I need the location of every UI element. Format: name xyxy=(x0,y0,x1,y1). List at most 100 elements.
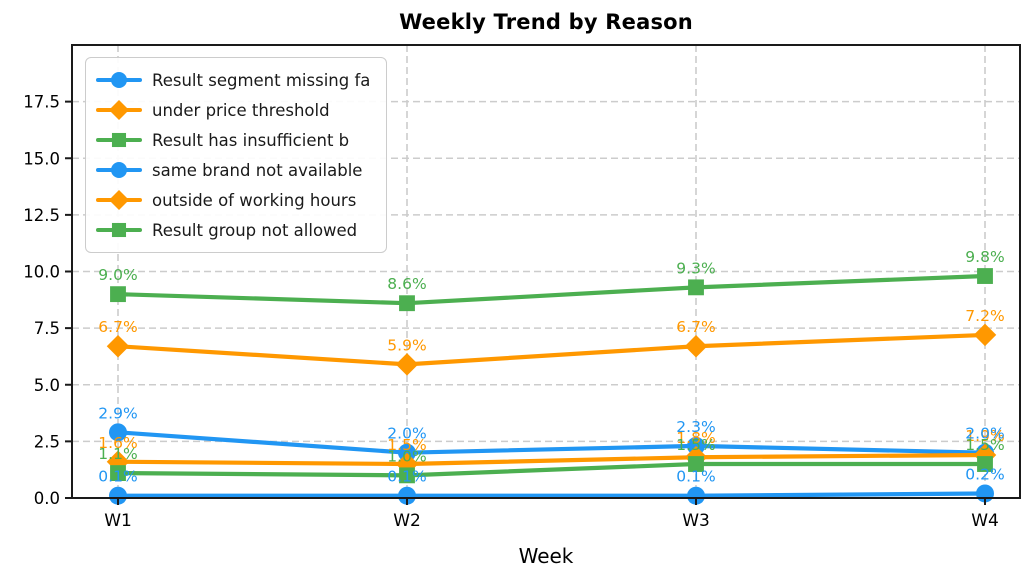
series-line xyxy=(106,323,997,376)
square-marker xyxy=(399,467,415,484)
square-marker xyxy=(977,268,993,284)
legend-key xyxy=(96,190,142,210)
point-label: 9.8% xyxy=(965,248,1004,266)
square-marker xyxy=(110,286,126,303)
point-label: 0.1% xyxy=(98,468,137,486)
point-label: 6.7% xyxy=(676,318,715,336)
x-tick-label: W3 xyxy=(682,511,710,531)
point-label: 9.0% xyxy=(98,266,137,284)
point-labels: 6.7% 5.9% 6.7% 7.2% xyxy=(98,307,1004,354)
series-path xyxy=(115,430,988,455)
point-label: 8.6% xyxy=(387,275,426,293)
point-label: 1.8% xyxy=(676,429,715,447)
circle-marker xyxy=(109,486,127,505)
point-label: 1.5% xyxy=(676,436,715,454)
series-line xyxy=(110,456,993,484)
point-label: 6.7% xyxy=(98,318,137,336)
x-tick-label: W2 xyxy=(393,511,421,531)
point-label: 1.5% xyxy=(387,436,426,454)
legend-key xyxy=(96,132,142,148)
point-label: 0.1% xyxy=(676,468,715,486)
legend-key xyxy=(96,100,142,120)
circle-marker xyxy=(687,436,705,455)
square-marker xyxy=(399,295,415,312)
point-labels: 9.0% 8.6% 9.3% 9.8% xyxy=(98,248,1004,293)
y-tick-label: 15.0 xyxy=(23,149,60,168)
legend-item: outside of working hours xyxy=(96,185,370,215)
axes: 0.0 2.5 5.0 7.5 10.0 12.5 15.0 17.5 W1 W2 W3 W4 xyxy=(23,44,1021,531)
legend-key xyxy=(96,72,142,88)
series-path xyxy=(115,452,988,467)
square-marker xyxy=(977,456,993,472)
point-label: 1.0% xyxy=(387,447,426,465)
series-line xyxy=(109,423,994,462)
point-labels: 2.9% 2.0% 2.3% 2.0% xyxy=(98,404,1004,442)
circle-marker xyxy=(109,423,127,442)
circle-marker xyxy=(398,443,416,462)
square-marker xyxy=(688,279,704,296)
legend-label: Result has insufficient b xyxy=(152,130,350,150)
y-tick-label: 7.5 xyxy=(34,319,60,338)
legend-item: Result segment missing fa xyxy=(96,65,370,95)
legend-label: Result group not allowed xyxy=(152,220,358,240)
circle-marker xyxy=(687,486,705,505)
y-tick-label: 10.0 xyxy=(23,263,60,282)
y-tick-label: 5.0 xyxy=(34,376,60,395)
series-path xyxy=(115,461,988,478)
point-labels: 0.1% 0.1% 0.1% 0.2% xyxy=(98,465,1004,485)
diamond-icon xyxy=(109,100,129,120)
series-path xyxy=(115,332,988,367)
square-marker xyxy=(688,456,704,472)
point-label: 5.9% xyxy=(387,336,426,354)
point-labels: 1.6% 1.5% 1.8% 1.9% xyxy=(98,427,1004,454)
x-tick-label: W4 xyxy=(971,511,999,531)
point-label: 9.3% xyxy=(676,259,715,277)
diamond-marker xyxy=(106,334,130,358)
point-label: 1.5% xyxy=(965,436,1004,454)
legend-key xyxy=(96,162,142,178)
diamond-marker xyxy=(395,353,419,376)
y-tick-label: 2.5 xyxy=(34,432,60,451)
legend-item: Result group not allowed xyxy=(96,215,370,245)
legend-label: outside of working hours xyxy=(152,190,357,210)
diamond-marker xyxy=(973,323,997,347)
point-label: 7.2% xyxy=(965,307,1004,325)
circle-icon xyxy=(111,72,127,88)
square-icon xyxy=(111,222,127,238)
point-label: 2.3% xyxy=(676,418,715,436)
legend-item: under price threshold xyxy=(96,95,370,125)
series-path xyxy=(115,491,988,498)
diamond-marker xyxy=(684,334,708,358)
legend-label: Result segment missing fa xyxy=(152,70,371,90)
series-path xyxy=(115,273,988,306)
point-label: 1.9% xyxy=(965,427,1004,445)
legend-label: under price threshold xyxy=(152,100,330,120)
point-label: 2.0% xyxy=(965,425,1004,443)
x-tick-label: W1 xyxy=(104,511,132,531)
y-tick-label: 0.0 xyxy=(34,489,60,508)
circle-marker xyxy=(398,486,416,505)
diamond-icon xyxy=(109,190,129,210)
square-marker xyxy=(110,465,126,482)
legend-key xyxy=(96,222,142,238)
series-line xyxy=(110,268,993,312)
square-icon xyxy=(111,132,127,148)
legend: Result segment missing fa under price thr… xyxy=(85,57,388,253)
legend-item: Result has insufficient b xyxy=(96,125,370,155)
point-label: 2.0% xyxy=(387,425,426,443)
point-label: 0.2% xyxy=(965,465,1004,483)
point-label: 1.6% xyxy=(98,434,137,452)
legend-label: same brand not available xyxy=(152,160,363,180)
y-tick-label: 12.5 xyxy=(23,206,60,225)
x-axis-title: Week xyxy=(518,544,574,568)
chart-title: Weekly Trend by Reason xyxy=(399,10,693,34)
point-label: 2.9% xyxy=(98,404,137,422)
point-label: 1.1% xyxy=(98,445,137,463)
point-labels: 1.1% 1.0%1.5% 1.5% xyxy=(98,436,1004,465)
circle-icon xyxy=(111,162,127,178)
y-tick-label: 17.5 xyxy=(23,93,60,112)
legend-item: same brand not available xyxy=(96,155,370,185)
point-label: 0.1% xyxy=(387,468,426,486)
